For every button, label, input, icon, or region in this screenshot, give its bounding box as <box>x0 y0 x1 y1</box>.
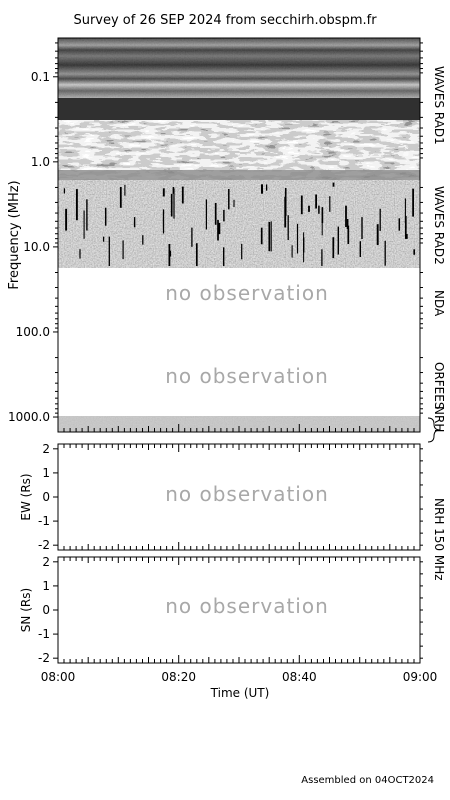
y-tick-label: 0 <box>42 603 50 617</box>
chart-title: Survey of 26 SEP 2024 from secchirh.obsp… <box>73 13 377 28</box>
rad2-bursts <box>63 182 416 266</box>
band-label-nda: NDA <box>432 290 446 317</box>
spectrogram-y-tick-label: 1000.0 <box>8 410 50 424</box>
rad1-band-mid <box>58 98 420 120</box>
spectrogram-y-ticks: 0.1 1.0 10.0 100.0 1000.0 <box>8 42 423 424</box>
ew-frame <box>57 443 421 551</box>
no-observation-ew: no observation <box>165 482 329 506</box>
spectrogram-y-tick-label: 1.0 <box>31 155 50 169</box>
spectrogram-y-tick-label: 0.1 <box>31 70 50 84</box>
band-label-rad1: WAVES RAD1 <box>432 66 446 145</box>
y-tick-label: -1 <box>38 627 50 641</box>
band-label-orfees: ORFEES <box>432 362 446 409</box>
x-tick-label-0840: 08:40 <box>282 670 317 684</box>
y-tick-label: -2 <box>38 538 50 552</box>
y-tick-label: 0 <box>42 490 50 504</box>
spectrogram-y-label: Frequency (MHz) <box>7 180 22 289</box>
y-tick-label: -1 <box>38 514 50 528</box>
y-tick-label: -2 <box>38 651 50 665</box>
band-label-nrh-150: NRH 150 MHz <box>432 498 446 581</box>
band-label-rad2: WAVES RAD2 <box>432 186 446 265</box>
no-observation-orfees: no observation <box>165 364 329 388</box>
no-observation-nda: no observation <box>165 281 329 305</box>
x-tick-label-0800: 08:00 <box>41 670 76 684</box>
rad2-wash <box>58 180 420 268</box>
band-label-nrh: NRH <box>432 406 446 432</box>
rad1-band-edge <box>58 170 420 180</box>
spectrogram-y-tick-label: 100.0 <box>16 325 50 339</box>
x-tick-label-0820: 08:20 <box>161 670 196 684</box>
band-labels: WAVES RAD1 WAVES RAD2 NDA ORFEES NRH NRH… <box>432 66 446 581</box>
y-tick-label: 2 <box>42 555 50 569</box>
sn-panel: no observation 2 1 0 -1 -2 SN (Rs) <box>19 555 423 665</box>
nrh-brace-icon <box>427 417 441 443</box>
rad1-texture-top <box>58 38 420 98</box>
x-tick-labels: 08:00 08:20 08:40 09:00 <box>41 670 438 684</box>
ew-y-label: EW (Rs) <box>19 473 33 520</box>
y-tick-label: 2 <box>42 442 50 456</box>
spectrogram-panel <box>57 37 421 433</box>
y-tick-label: 1 <box>42 579 50 593</box>
x-axis-ticks <box>57 424 421 663</box>
ew-panel: no observation 2 1 0 -1 -2 EW (Rs) <box>19 442 423 552</box>
spectrogram-y-tick-label: 10.0 <box>23 240 50 254</box>
no-observation-sn: no observation <box>165 594 329 618</box>
x-axis-label: Time (UT) <box>210 686 270 700</box>
assembled-footer: Assembled on 04OCT2024 <box>301 775 434 786</box>
sn-y-label: SN (Rs) <box>19 588 33 632</box>
x-tick-label-0900: 09:00 <box>403 670 438 684</box>
y-tick-label: 1 <box>42 466 50 480</box>
ew-y-ticks: 2 1 0 -1 -2 <box>38 442 423 552</box>
